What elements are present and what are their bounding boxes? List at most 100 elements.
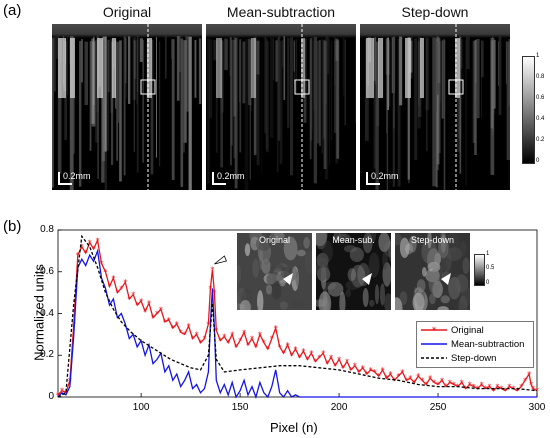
- x-tick-label: 100: [132, 402, 150, 413]
- oct-speckle: [342, 36, 345, 97]
- scale-bar: [58, 172, 60, 184]
- data-point-original: *: [230, 330, 234, 339]
- inset-speckle: [440, 295, 450, 304]
- oct-speckle: [207, 38, 210, 184]
- data-point-original: *: [321, 349, 325, 358]
- inset-speckle: [458, 295, 468, 310]
- data-point-original: *: [210, 266, 214, 275]
- oct-speckle: [116, 41, 118, 161]
- oct-speckle: [476, 39, 480, 119]
- inset-speckle: [295, 268, 306, 290]
- data-point-original: *: [484, 385, 488, 394]
- y-tick-label: 0.6: [40, 265, 54, 277]
- inset-speckle: [362, 233, 373, 254]
- inset-colorbar: [474, 254, 485, 286]
- inset-speckle: [408, 235, 417, 253]
- oct-speckle: [220, 40, 224, 113]
- legend-entry-step-down: Step-down: [421, 352, 496, 364]
- inset-colorbar-tick: 0: [486, 280, 490, 286]
- oct-speckle: [376, 41, 380, 126]
- inset-speckle: [343, 245, 357, 253]
- inset-speckle: [374, 284, 380, 305]
- data-point-original: *: [472, 383, 476, 392]
- data-point-original: *: [488, 383, 492, 392]
- oct-bright-column: [70, 38, 75, 98]
- oct-speckle: [407, 36, 410, 180]
- scale-bar: [212, 172, 214, 184]
- oct-speckle: [295, 39, 297, 93]
- inset-speckle: [349, 247, 364, 263]
- scale-bar-label: 0.2mm: [371, 171, 399, 181]
- oct-speckle: [498, 41, 500, 86]
- peak-arrow-icon: [214, 255, 227, 265]
- oct-speckle: [414, 38, 418, 160]
- arrowhead-icon: [362, 273, 372, 285]
- data-point-original: *: [119, 284, 123, 293]
- data-point-original: *: [258, 330, 262, 339]
- oct-speckle: [474, 40, 477, 155]
- oct-bright-column: [366, 38, 374, 98]
- data-point-original: *: [195, 330, 199, 339]
- data-point-original: *: [147, 299, 151, 308]
- scale-bar-label: 0.2mm: [217, 171, 245, 181]
- data-point-original: *: [242, 328, 246, 337]
- oct-speckle: [56, 36, 60, 59]
- inset-speckle: [379, 283, 386, 306]
- data-point-original: *: [404, 376, 408, 385]
- oct-image-mean-subtraction: 0.2mm: [206, 24, 356, 190]
- inset-speckle: [395, 297, 403, 310]
- data-point-original: *: [298, 353, 302, 362]
- inset-speckle: [327, 282, 344, 297]
- x-tick-label: 150: [231, 402, 249, 413]
- oct-speckle: [123, 39, 126, 107]
- oct-speckle: [275, 40, 278, 82]
- inset-speckle: [296, 249, 306, 257]
- oct-speckle: [336, 40, 340, 159]
- oct-speckle: [156, 37, 157, 158]
- data-point-original: *: [131, 291, 135, 300]
- panel-b-label: (b): [3, 218, 22, 235]
- data-point-original: *: [432, 378, 436, 387]
- data-point-original: *: [104, 268, 108, 277]
- data-point-original: *: [309, 349, 313, 358]
- scale-bar: [212, 183, 226, 185]
- oct-speckle: [183, 40, 187, 143]
- data-point-original: *: [294, 345, 298, 354]
- oct-bright-column: [112, 38, 116, 98]
- oct-speckle: [273, 38, 274, 81]
- data-point-original: *: [246, 341, 250, 350]
- data-point-original: *: [531, 385, 535, 394]
- inset-colorbar-tick: 0.5: [486, 265, 495, 271]
- oct-speckle: [283, 36, 285, 100]
- oct-speckle: [188, 36, 192, 190]
- data-point-original: *: [503, 387, 507, 396]
- inset-colorbar-tick: 1: [486, 251, 490, 257]
- data-point-original: *: [96, 236, 100, 245]
- oct-speckle: [329, 39, 331, 165]
- oct-speckle: [389, 40, 391, 107]
- data-point-original: *: [100, 259, 104, 268]
- data-point-original: *: [222, 333, 226, 342]
- inset-speckle: [244, 243, 251, 257]
- oct-speckle: [344, 39, 346, 126]
- oct-speckle: [224, 38, 228, 71]
- oct-speckle: [319, 39, 321, 146]
- inset-speckle: [265, 284, 273, 295]
- data-point-original: *: [80, 243, 84, 252]
- oct-speckle: [506, 41, 510, 160]
- inset-speckle: [316, 233, 327, 250]
- y-tick-label: 0: [48, 391, 54, 402]
- data-point-original: *: [301, 347, 305, 356]
- inset-speckle: [269, 233, 285, 240]
- inset-title: Original: [258, 235, 290, 245]
- data-point-original: *: [278, 343, 282, 352]
- data-point-original: *: [357, 368, 361, 377]
- data-point-original: *: [175, 320, 179, 329]
- data-point-original: *: [480, 381, 484, 390]
- image-title-original: Original: [102, 4, 152, 20]
- oct-speckle: [338, 41, 340, 152]
- oct-speckle: [256, 39, 260, 166]
- roi-box: [448, 79, 464, 95]
- oct-speckle: [139, 38, 143, 62]
